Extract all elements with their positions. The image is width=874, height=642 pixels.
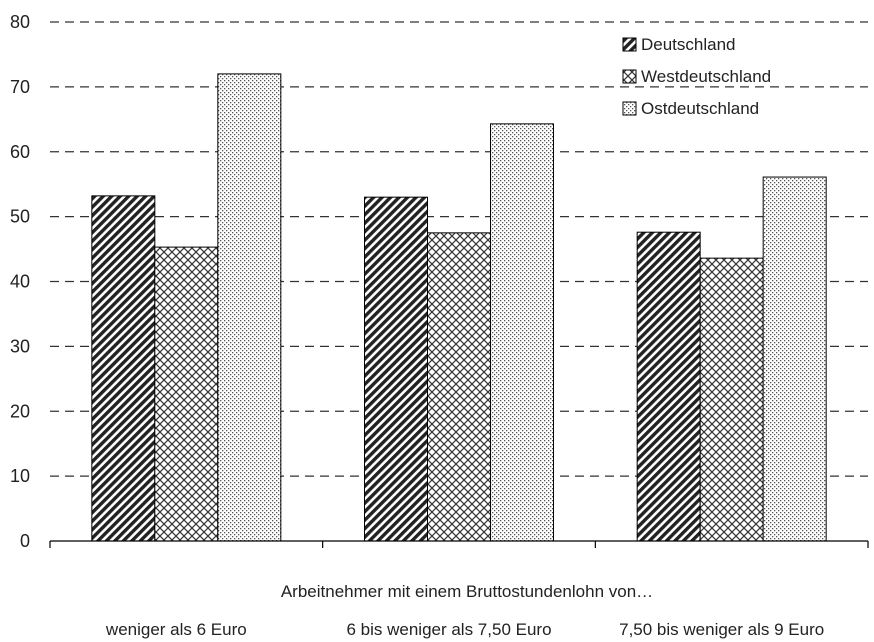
bar-westdeutschland-3 <box>699 257 764 542</box>
bars <box>91 73 827 542</box>
category-label: 7,50 bis weniger als 9 Euro <box>619 620 824 639</box>
legend: Deutschland Westdeutschland Ostdeutschland <box>622 35 771 118</box>
category-label: weniger als 6 Euro <box>105 620 247 639</box>
legend-swatch-deutschland <box>622 37 637 52</box>
bar-westdeutschland-2 <box>427 232 491 542</box>
bar-ostdeutschland-2 <box>490 123 554 542</box>
category-label: 6 bis weniger als 7,50 Euro <box>346 620 551 639</box>
legend-swatch-ostdeutschland <box>622 101 637 116</box>
bar-ostdeutschland-3 <box>762 176 827 542</box>
bar-deutschland-3 <box>636 231 701 542</box>
y-tick-label: 70 <box>10 77 30 97</box>
bar-deutschland-1 <box>91 195 156 542</box>
y-tick-label: 10 <box>10 466 30 486</box>
legend-label: Deutschland <box>641 35 736 54</box>
bar-ostdeutschland-1 <box>217 73 282 542</box>
category-labels: weniger als 6 Euro 6 bis weniger als 7,50… <box>105 620 824 639</box>
y-tick-label: 30 <box>10 336 30 356</box>
bar-deutschland-2 <box>364 196 428 542</box>
x-axis <box>49 540 869 548</box>
y-tick-label: 80 <box>10 12 30 32</box>
y-axis-ticks: 0 10 20 30 40 50 60 70 80 <box>10 12 30 551</box>
y-tick-label: 50 <box>10 207 30 227</box>
bar-westdeutschland-1 <box>154 246 219 542</box>
legend-swatch-westdeutschland <box>622 69 637 84</box>
y-tick-label: 40 <box>10 272 30 292</box>
y-tick-label: 0 <box>20 531 30 551</box>
legend-label: Westdeutschland <box>641 67 771 86</box>
legend-label: Ostdeutschland <box>641 99 759 118</box>
y-tick-label: 20 <box>10 401 30 421</box>
y-tick-label: 60 <box>10 142 30 162</box>
x-axis-title: Arbeitnehmer mit einem Bruttostundenlohn… <box>281 582 653 601</box>
